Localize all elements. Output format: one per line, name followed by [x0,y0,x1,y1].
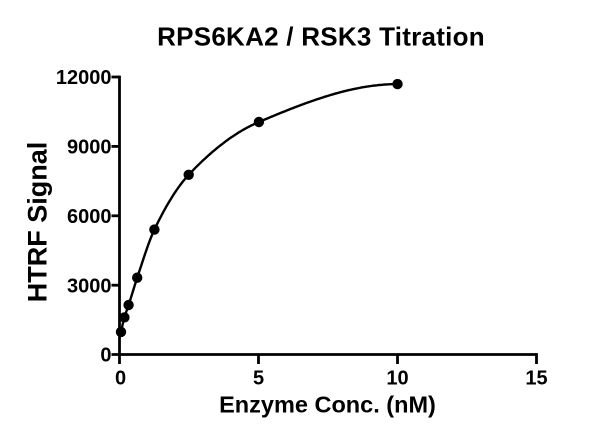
svg-text:HTRF Signal: HTRF Signal [23,142,53,303]
svg-text:3000: 3000 [67,275,112,297]
svg-text:0: 0 [100,345,111,367]
svg-text:6000: 6000 [67,206,112,228]
svg-text:9000: 9000 [67,137,112,159]
svg-text:12000: 12000 [56,67,112,89]
svg-text:5: 5 [253,368,264,390]
svg-text:10: 10 [386,368,408,390]
svg-text:0: 0 [115,368,126,390]
svg-text:RPS6KA2 / RSK3 Titration: RPS6KA2 / RSK3 Titration [157,22,485,52]
svg-text:Enzyme Conc. (nM): Enzyme Conc. (nM) [219,392,436,418]
svg-text:15: 15 [525,368,547,390]
